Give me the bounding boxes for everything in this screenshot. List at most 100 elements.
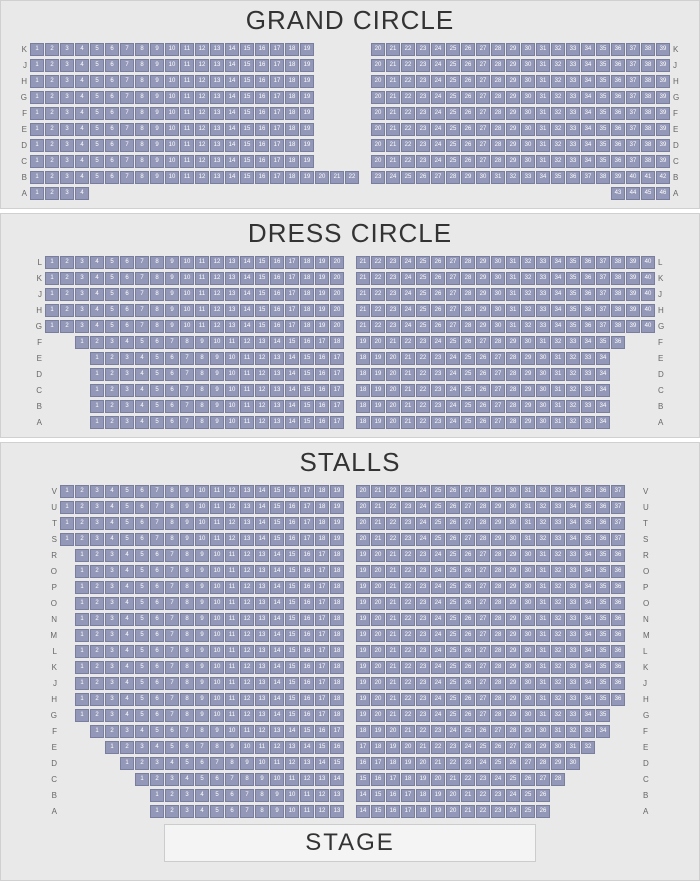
- seat[interactable]: 19: [300, 75, 314, 88]
- seat[interactable]: 30: [491, 304, 505, 317]
- seat[interactable]: 13: [330, 805, 344, 818]
- seat[interactable]: 10: [285, 789, 299, 802]
- seat[interactable]: 30: [491, 288, 505, 301]
- seat[interactable]: 24: [401, 304, 415, 317]
- seat[interactable]: 14: [285, 400, 299, 413]
- seat[interactable]: 9: [195, 565, 209, 578]
- seat[interactable]: 26: [536, 789, 550, 802]
- seat[interactable]: 25: [416, 256, 430, 269]
- seat[interactable]: 15: [285, 693, 299, 706]
- seat[interactable]: 10: [195, 501, 209, 514]
- seat[interactable]: 20: [386, 368, 400, 381]
- seat[interactable]: 35: [596, 613, 610, 626]
- seat[interactable]: 10: [165, 59, 179, 72]
- seat[interactable]: 5: [135, 613, 149, 626]
- seat[interactable]: 34: [581, 123, 595, 136]
- seat[interactable]: 32: [551, 336, 565, 349]
- seat[interactable]: 15: [240, 171, 254, 184]
- seat[interactable]: 5: [150, 725, 164, 738]
- seat[interactable]: 5: [135, 336, 149, 349]
- seat[interactable]: 19: [300, 59, 314, 72]
- seat[interactable]: 16: [315, 368, 329, 381]
- seat[interactable]: 36: [611, 597, 625, 610]
- seat[interactable]: 22: [386, 517, 400, 530]
- seat[interactable]: 19: [386, 741, 400, 754]
- seat[interactable]: 36: [611, 661, 625, 674]
- seat[interactable]: 17: [270, 171, 284, 184]
- seat[interactable]: 17: [330, 352, 344, 365]
- seat[interactable]: 9: [225, 741, 239, 754]
- seat[interactable]: 21: [386, 549, 400, 562]
- seat[interactable]: 7: [165, 645, 179, 658]
- seat[interactable]: 30: [521, 91, 535, 104]
- seat[interactable]: 34: [596, 352, 610, 365]
- seat[interactable]: 24: [431, 677, 445, 690]
- seat[interactable]: 35: [566, 288, 580, 301]
- seat[interactable]: 6: [150, 565, 164, 578]
- seat[interactable]: 30: [506, 533, 520, 546]
- seat[interactable]: 26: [461, 613, 475, 626]
- seat[interactable]: 15: [270, 517, 284, 530]
- seat[interactable]: 25: [431, 533, 445, 546]
- seat[interactable]: 17: [386, 773, 400, 786]
- seat[interactable]: 17: [315, 693, 329, 706]
- seat[interactable]: 10: [210, 661, 224, 674]
- seat[interactable]: 13: [210, 139, 224, 152]
- seat[interactable]: 33: [581, 400, 595, 413]
- seat[interactable]: 5: [90, 107, 104, 120]
- seat[interactable]: 26: [461, 693, 475, 706]
- seat[interactable]: 13: [225, 256, 239, 269]
- seat[interactable]: 9: [210, 725, 224, 738]
- seat[interactable]: 3: [90, 517, 104, 530]
- seat[interactable]: 28: [491, 597, 505, 610]
- seat[interactable]: 15: [285, 629, 299, 642]
- seat[interactable]: 33: [536, 256, 550, 269]
- seat[interactable]: 29: [551, 757, 565, 770]
- seat[interactable]: 7: [120, 59, 134, 72]
- seat[interactable]: 25: [446, 139, 460, 152]
- seat[interactable]: 22: [416, 725, 430, 738]
- seat[interactable]: 15: [285, 549, 299, 562]
- seat[interactable]: 21: [386, 597, 400, 610]
- seat[interactable]: 15: [270, 501, 284, 514]
- seat[interactable]: 25: [461, 368, 475, 381]
- seat[interactable]: 21: [401, 400, 415, 413]
- seat[interactable]: 27: [476, 336, 490, 349]
- seat[interactable]: 33: [566, 677, 580, 690]
- seat[interactable]: 6: [120, 304, 134, 317]
- seat[interactable]: 26: [461, 645, 475, 658]
- seat[interactable]: 8: [180, 645, 194, 658]
- seat[interactable]: 16: [371, 773, 385, 786]
- seat[interactable]: 20: [356, 501, 370, 514]
- seat[interactable]: 7: [120, 139, 134, 152]
- seat[interactable]: 11: [225, 336, 239, 349]
- seat[interactable]: 9: [150, 75, 164, 88]
- seat[interactable]: 29: [506, 43, 520, 56]
- seat[interactable]: 6: [225, 789, 239, 802]
- seat[interactable]: 1: [105, 741, 119, 754]
- seat[interactable]: 23: [416, 693, 430, 706]
- seat[interactable]: 32: [536, 485, 550, 498]
- seat[interactable]: 29: [491, 485, 505, 498]
- seat[interactable]: 18: [285, 43, 299, 56]
- seat[interactable]: 25: [416, 288, 430, 301]
- seat[interactable]: 21: [371, 501, 385, 514]
- seat[interactable]: 1: [75, 661, 89, 674]
- seat[interactable]: 29: [476, 288, 490, 301]
- seat[interactable]: 15: [300, 725, 314, 738]
- seat[interactable]: 12: [210, 272, 224, 285]
- seat[interactable]: 4: [75, 91, 89, 104]
- seat[interactable]: 24: [431, 693, 445, 706]
- seat[interactable]: 33: [566, 645, 580, 658]
- seat[interactable]: 4: [165, 757, 179, 770]
- seat[interactable]: 31: [506, 272, 520, 285]
- seat[interactable]: 33: [566, 43, 580, 56]
- seat[interactable]: 1: [75, 597, 89, 610]
- seat[interactable]: 3: [120, 368, 134, 381]
- seat[interactable]: 15: [255, 288, 269, 301]
- seat[interactable]: 3: [60, 75, 74, 88]
- seat[interactable]: 14: [356, 805, 370, 818]
- seat[interactable]: 12: [210, 256, 224, 269]
- seat[interactable]: 30: [521, 597, 535, 610]
- seat[interactable]: 27: [446, 288, 460, 301]
